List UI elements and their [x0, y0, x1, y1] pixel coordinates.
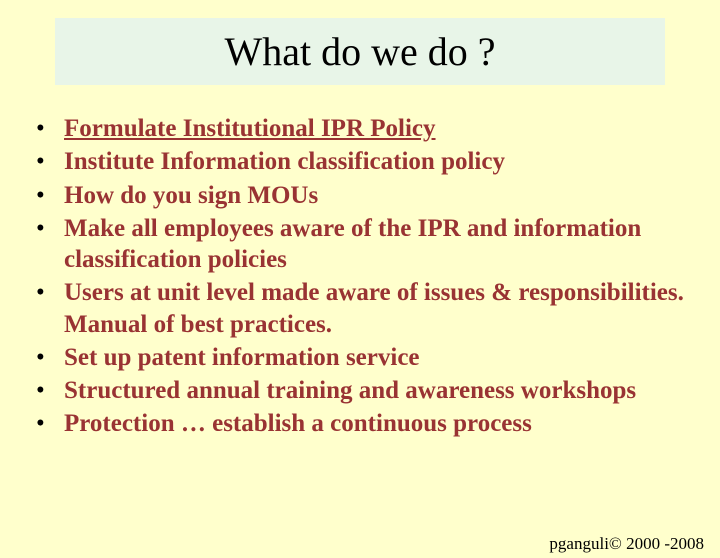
footer-copyright: pganguli© 2000 -2008: [549, 534, 704, 554]
list-item: •Formulate Institutional IPR Policy: [30, 113, 690, 144]
bullet-list: •Formulate Institutional IPR Policy•Inst…: [30, 113, 690, 440]
bullet-icon: •: [30, 375, 64, 406]
bullet-icon: •: [30, 277, 64, 308]
bullet-icon: •: [30, 146, 64, 177]
bullet-icon: •: [30, 408, 64, 439]
list-item-text: Protection … establish a continuous proc…: [64, 408, 690, 439]
list-item: •Set up patent information service: [30, 342, 690, 373]
list-item: •How do you sign MOUs: [30, 180, 690, 211]
list-item: •Protection … establish a continuous pro…: [30, 408, 690, 439]
bullet-icon: •: [30, 213, 64, 244]
list-item-text: Formulate Institutional IPR Policy: [64, 113, 690, 144]
title-box: What do we do ?: [55, 18, 665, 85]
bullet-icon: •: [30, 180, 64, 211]
content-area: •Formulate Institutional IPR Policy•Inst…: [0, 85, 720, 440]
list-item-text: Structured annual training and awareness…: [64, 375, 690, 406]
list-item-text: Institute Information classification pol…: [64, 146, 690, 177]
list-item-text: Set up patent information service: [64, 342, 690, 373]
list-item-text: How do you sign MOUs: [64, 180, 690, 211]
list-item: •Users at unit level made aware of issue…: [30, 277, 690, 340]
bullet-icon: •: [30, 113, 64, 144]
list-item: •Make all employees aware of the IPR and…: [30, 213, 690, 276]
list-item-text: Users at unit level made aware of issues…: [64, 277, 690, 340]
slide-title: What do we do ?: [55, 28, 665, 75]
list-item: •Institute Information classification po…: [30, 146, 690, 177]
bullet-icon: •: [30, 342, 64, 373]
list-item-text: Make all employees aware of the IPR and …: [64, 213, 690, 276]
list-item: •Structured annual training and awarenes…: [30, 375, 690, 406]
